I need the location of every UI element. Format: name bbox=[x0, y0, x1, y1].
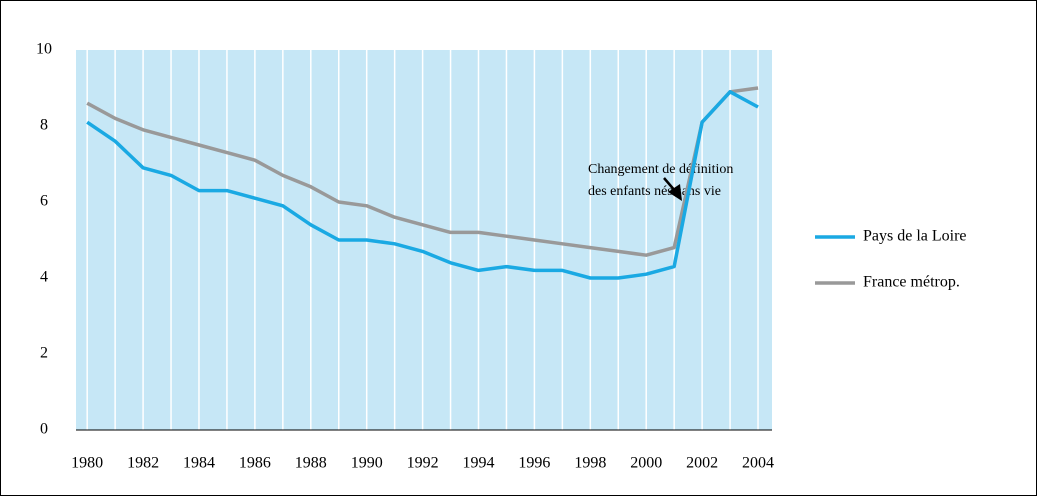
x-tick-label: 2000 bbox=[630, 455, 662, 472]
x-tick-label: 1980 bbox=[71, 455, 103, 472]
y-tick-label: 10 bbox=[36, 41, 52, 58]
legend-label: France métrop. bbox=[863, 274, 960, 291]
x-tick-label: 2004 bbox=[742, 455, 774, 472]
plot-background bbox=[76, 50, 772, 430]
annotation: Changement de définition bbox=[588, 162, 733, 177]
annotation: des enfants nés sans vie bbox=[588, 184, 721, 199]
x-tick-label: 1984 bbox=[183, 455, 215, 472]
x-tick-label: 1988 bbox=[295, 455, 327, 472]
x-tick-label: 1982 bbox=[127, 455, 159, 472]
y-tick-label: 6 bbox=[40, 193, 48, 210]
series-line bbox=[86, 86, 759, 257]
y-tick-label: 4 bbox=[40, 269, 48, 286]
y-tick-label: 2 bbox=[40, 345, 48, 362]
plot-area bbox=[76, 50, 772, 431]
y-tick-label: 0 bbox=[40, 421, 48, 438]
x-tick-label: 1990 bbox=[351, 455, 383, 472]
x-tick-label: 1994 bbox=[463, 455, 495, 472]
x-tick-label: 1986 bbox=[239, 455, 271, 472]
x-tick-label: 2002 bbox=[686, 455, 718, 472]
arrow-head bbox=[668, 184, 682, 201]
x-tick-label: 1998 bbox=[574, 455, 606, 472]
y-tick-label: 8 bbox=[40, 117, 48, 134]
x-tick-label: 1992 bbox=[407, 455, 439, 472]
series-line bbox=[86, 90, 759, 280]
legend-label: Pays de la Loire bbox=[863, 228, 967, 245]
x-tick-label: 1996 bbox=[518, 455, 550, 472]
